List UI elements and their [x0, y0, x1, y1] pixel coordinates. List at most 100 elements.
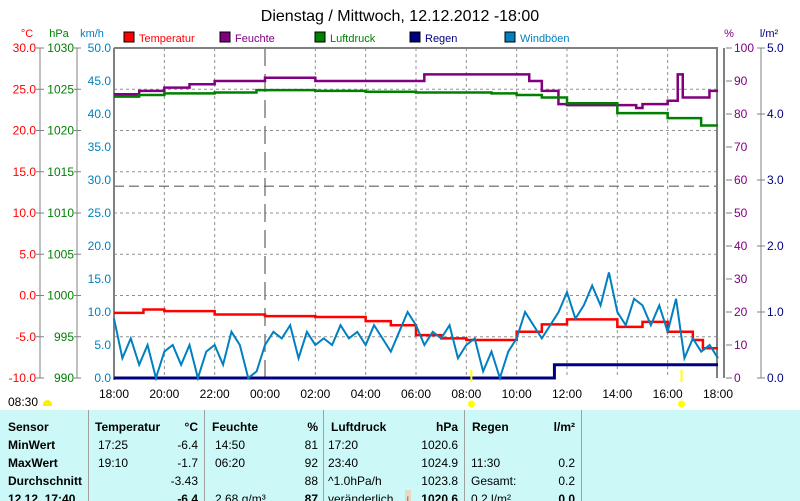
temp-time: 19:10 [98, 456, 129, 470]
temp-value: -3.43 [170, 474, 198, 488]
wind-tick-label: 10.0 [88, 305, 112, 319]
legend-label-3: Regen [425, 33, 457, 45]
wind-tick-label: 20.0 [88, 239, 112, 253]
col-rain [465, 410, 582, 501]
temp-value: -6.4 [177, 438, 198, 452]
trend-arrow-icon: ↓ [405, 490, 411, 501]
press-tick-label: 1005 [47, 247, 74, 261]
legend-swatch-4 [504, 31, 516, 43]
press-time: veränderlich [328, 492, 394, 501]
row-label: MaxWert [8, 456, 58, 470]
header-3: Luftdruck [331, 420, 387, 434]
press-value: 1020.6 [421, 492, 458, 501]
temp-time: 17:25 [98, 438, 129, 452]
temp-tick-label: 15.0 [13, 165, 37, 179]
hum-tick-label: 60 [734, 173, 748, 187]
legend-swatch-1 [219, 31, 231, 43]
press-value: 1020.6 [421, 438, 458, 452]
header-unit-2: % [307, 420, 318, 434]
legend-swatch-0 [123, 31, 135, 43]
press-tick-label: 1000 [47, 289, 74, 303]
hum-tick-label: 80 [734, 107, 748, 121]
temp-tick-label: 10.0 [13, 206, 37, 220]
header-2: Feuchte [212, 420, 259, 434]
rain-value: 0.2 [558, 474, 575, 488]
temp-value: -6.4 [177, 492, 198, 501]
x-tick-label: 06:00 [401, 387, 431, 401]
x-tick-label: 16:00 [653, 387, 683, 401]
col-sensor [0, 410, 89, 501]
hum-value: 88 [304, 474, 318, 488]
x-tick-label: 12:00 [552, 387, 582, 401]
hum-value: 81 [304, 438, 318, 452]
press-tick-label: 990 [54, 371, 74, 385]
press-tick-label: 1020 [47, 124, 74, 138]
press-tick-label: 1025 [47, 82, 74, 96]
col-temp [89, 410, 205, 501]
hum-axis-unit: % [724, 28, 734, 40]
rain-tick-label: 2.0 [767, 239, 784, 253]
weather-chart: Dienstag / Mittwoch, 12.12.2012 -18:00 Te… [9, 8, 784, 408]
sun-time: 08:30 [8, 395, 39, 409]
wind-axis-unit: km/h [80, 28, 104, 40]
temp-value: -1.7 [177, 456, 198, 470]
x-tick-label: 18:00 [99, 387, 129, 401]
press-tick-label: 1010 [47, 206, 74, 220]
temp-tick-label: 20.0 [13, 124, 37, 138]
x-tick-label: 08:00 [451, 387, 481, 401]
legend-swatch-2 [314, 31, 326, 43]
header-sensor: Sensor [8, 420, 49, 434]
temp-tick-label: 5.0 [19, 247, 36, 261]
x-tick-label: 14:00 [602, 387, 632, 401]
wind-tick-label: 40.0 [88, 107, 112, 121]
legend-label-1: Feuchte [235, 33, 275, 45]
series-feuchte [114, 73, 718, 110]
series-windböen [113, 272, 719, 382]
hum-time: 2.68 g/m³ [215, 492, 266, 501]
series-luftdruck [114, 88, 718, 127]
hum-time: 14:50 [215, 438, 246, 452]
legend-label-2: Luftdruck [330, 33, 376, 45]
temp-tick-label: 25.0 [13, 82, 37, 96]
temp-tick-label: 0.0 [19, 289, 36, 303]
sun-icon [678, 400, 686, 408]
header-1: Temperatur [95, 420, 161, 434]
header-unit-4: l/m² [553, 420, 575, 434]
x-tick-label: 18:00 [703, 387, 733, 401]
row-label: MinWert [8, 438, 56, 452]
wind-tick-label: 25.0 [88, 206, 112, 220]
x-tick-label: 10:00 [502, 387, 532, 401]
press-time: 23:40 [328, 456, 359, 470]
wind-tick-label: 50.0 [88, 41, 112, 55]
series-regen [114, 363, 718, 380]
hum-value: 92 [304, 456, 318, 470]
rain-time: Gesamt: [471, 474, 517, 488]
col-press [324, 410, 465, 501]
x-tick-label: 02:00 [300, 387, 330, 401]
rain-tick-label: 5.0 [767, 41, 784, 55]
wind-tick-label: 35.0 [88, 140, 112, 154]
press-value: 1024.9 [421, 456, 458, 470]
press-tick-label: 1030 [47, 41, 74, 55]
press-tick-label: 1015 [47, 165, 74, 179]
rain-tick-label: 4.0 [767, 107, 784, 121]
temp-tick-label: -10.0 [9, 371, 37, 385]
rain-tick-label: 3.0 [767, 173, 784, 187]
temp-axis-unit: °C [21, 28, 33, 40]
rain-value: 0.2 [558, 456, 575, 470]
hum-tick-label: 10 [734, 338, 748, 352]
wind-tick-label: 15.0 [88, 272, 112, 286]
legend-swatch-3 [409, 31, 421, 43]
hum-tick-label: 0 [734, 371, 741, 385]
press-axis-unit: hPa [49, 28, 69, 40]
wind-tick-label: 0.0 [94, 371, 111, 385]
rain-tick-label: 1.0 [767, 305, 784, 319]
press-value: 1023.8 [421, 474, 458, 488]
header-4: Regen [472, 420, 509, 434]
x-tick-label: 20:00 [149, 387, 179, 401]
x-tick-label: 00:00 [250, 387, 280, 401]
col-hum [205, 410, 324, 501]
hum-tick-label: 40 [734, 239, 748, 253]
header-unit-3: hPa [435, 420, 458, 434]
